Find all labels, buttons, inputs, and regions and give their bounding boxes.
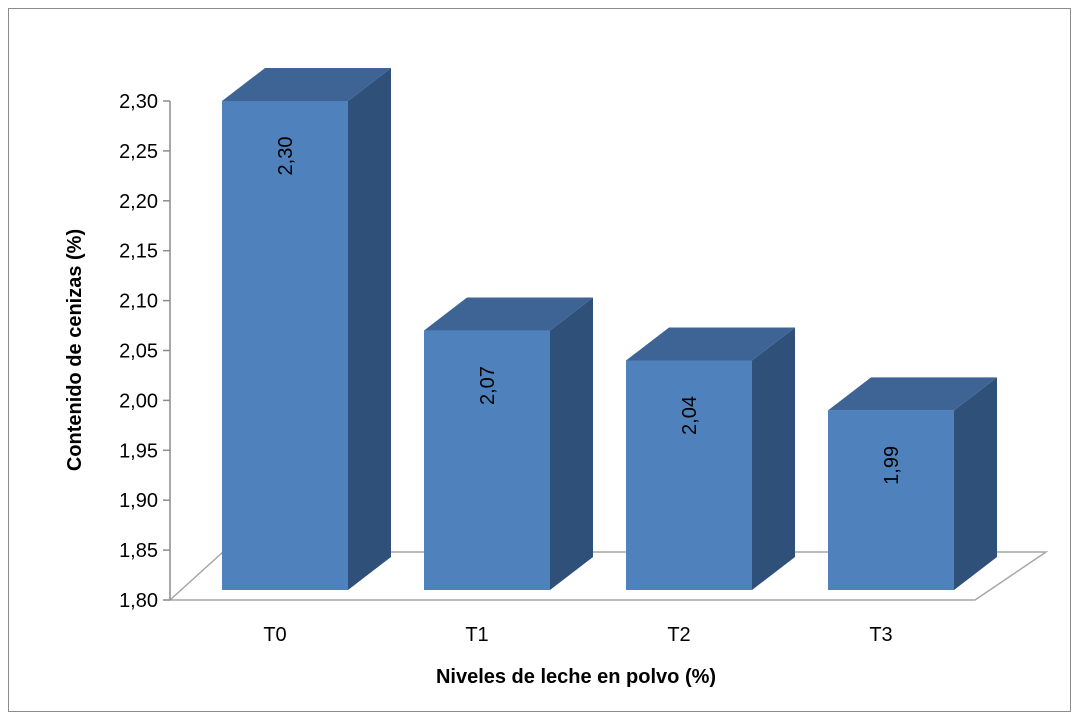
bar-top-face: [424, 297, 593, 331]
x-tick-label-T2: T2: [667, 624, 690, 646]
bar-side-face: [752, 327, 795, 590]
bar-front-face: [828, 410, 954, 590]
x-tick-label-T1: T1: [465, 624, 488, 646]
bars: [222, 68, 997, 590]
data-label-T3: 1,99: [881, 446, 903, 485]
bar-top-face: [626, 327, 795, 361]
y-tick-label: 2,05: [119, 341, 158, 363]
x-tick-label-T3: T3: [869, 624, 892, 646]
category-axis: T0 T1 T2 T3: [263, 624, 892, 646]
y-tick-label: 1,90: [119, 490, 158, 512]
y-tick-label: 1,80: [119, 590, 158, 612]
y-tick-label: 2,30: [119, 91, 158, 113]
bar-front-face: [626, 360, 752, 590]
x-tick-label-T0: T0: [263, 624, 286, 646]
bar-front-face: [424, 330, 550, 590]
bar-T0: [222, 68, 391, 590]
bar-side-face: [348, 68, 391, 590]
chart-floor: [168, 551, 1049, 601]
y-tick-label: 2,15: [119, 241, 158, 263]
bar-top-face: [222, 68, 391, 101]
data-label-T0: 2,30: [275, 137, 297, 176]
y-tick-label: 2,25: [119, 141, 158, 163]
bar-front-face: [222, 101, 348, 590]
data-labels: 2,30 2,07 2,04 1,99: [275, 137, 903, 485]
y-tick-label: 2,20: [119, 191, 158, 213]
bar-side-face: [954, 377, 997, 590]
y-tick-label: 1,85: [119, 540, 158, 562]
x-axis-title: Niveles de leche en polvo (%): [436, 666, 716, 688]
y-tick-label: 1,95: [119, 440, 158, 462]
y-axis-title: Contenido de cenizas (%): [64, 229, 86, 471]
y-tick-label: 2,10: [119, 291, 158, 313]
bar-top-face: [828, 377, 997, 411]
bar-T2: [626, 327, 795, 590]
bar-side-face: [550, 297, 593, 590]
data-label-T2: 2,04: [679, 396, 701, 435]
y-tick-label: 2,00: [119, 390, 158, 412]
value-axis: 1,80 1,85 1,90 1,95 2,00 2,05 2,10 2,15 2,20 2,25…: [119, 91, 171, 612]
bar-T3: [828, 377, 997, 590]
chart-floor-outline: [168, 551, 1049, 601]
data-label-T1: 2,07: [477, 366, 499, 405]
bar-T1: [424, 297, 593, 590]
